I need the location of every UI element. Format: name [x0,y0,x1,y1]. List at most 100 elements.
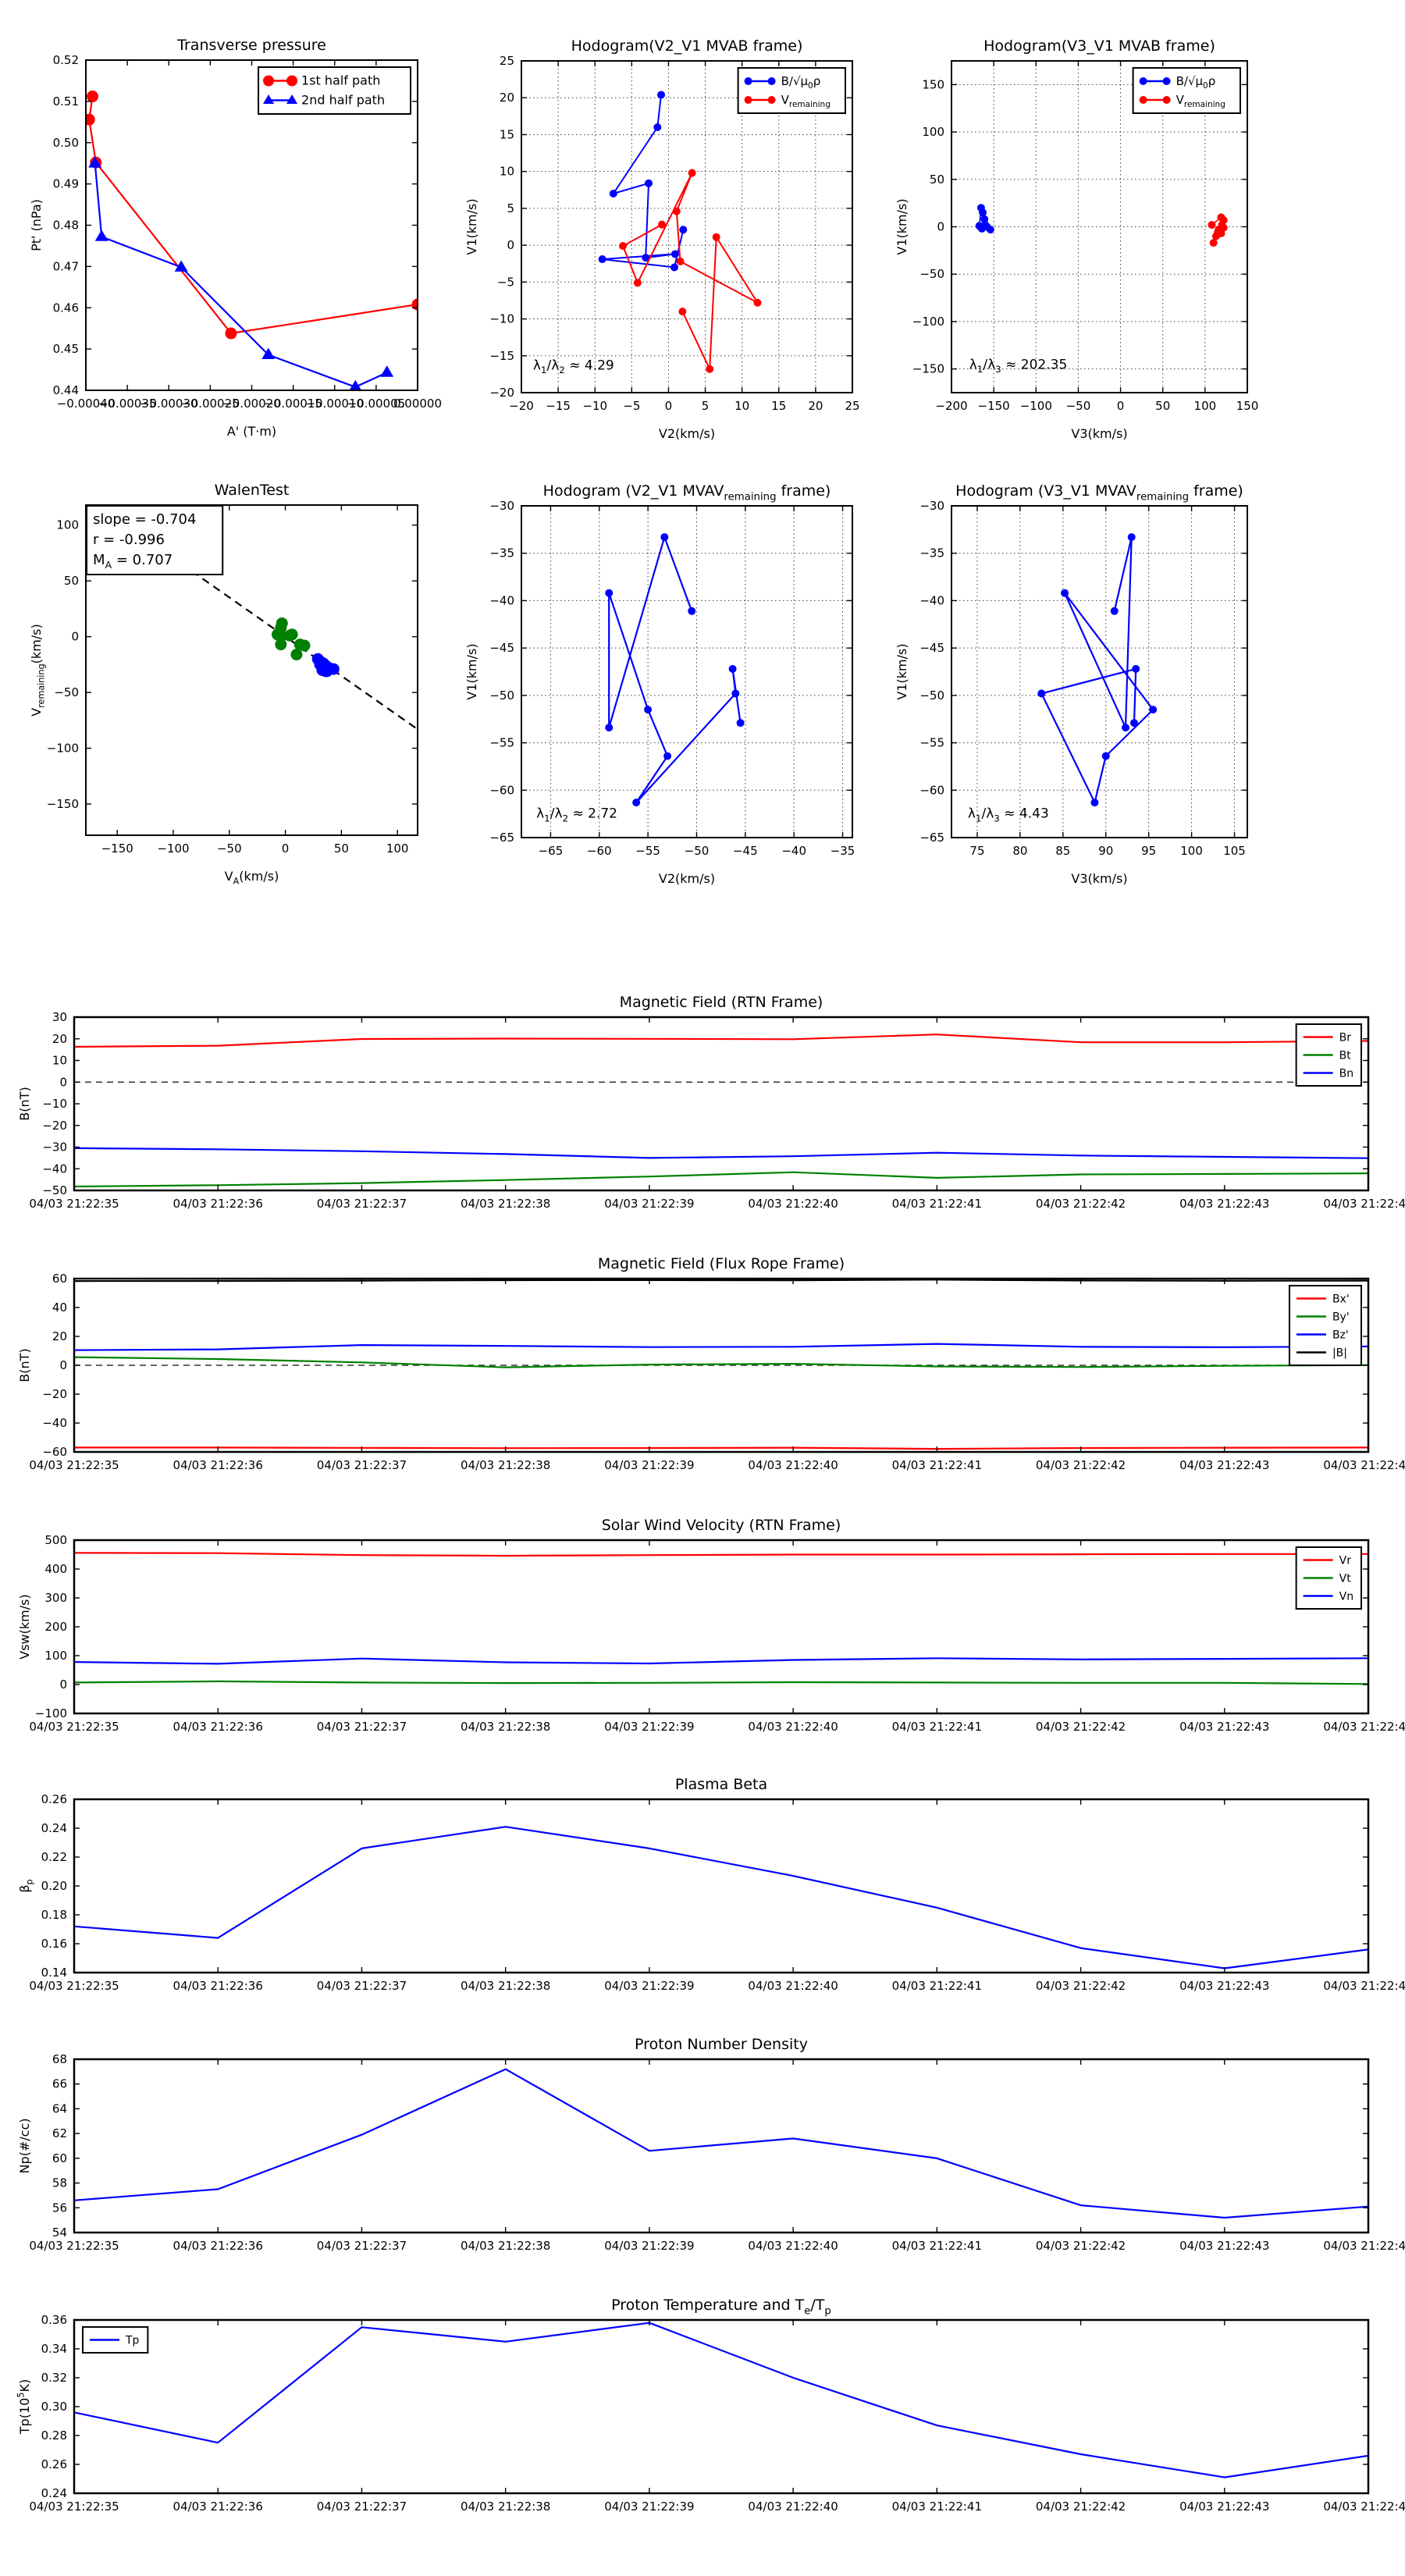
svg-text:04/03 21:22:44: 04/03 21:22:44 [1323,1720,1405,1734]
svg-text:−5: −5 [623,399,640,413]
svg-text:20: 20 [808,399,823,413]
svg-text:0.36: 0.36 [41,2313,67,2327]
solar-wind-velocity-plot: 04/03 21:22:35 04/03 21:22:36 04/03 21:22:… [12,1503,1405,1737]
svg-text:−55: −55 [635,844,660,858]
svg-text:04/03 21:22:39: 04/03 21:22:39 [604,2500,694,2514]
svg-text:66: 66 [52,2077,67,2091]
svg-text:04/03 21:22:42: 04/03 21:22:42 [1036,2239,1126,2253]
svg-text:Proton Number Density: Proton Number Density [635,2036,808,2053]
svg-text:5: 5 [702,399,710,413]
svg-text:04/03 21:22:42: 04/03 21:22:42 [1036,1458,1126,1472]
svg-text:04/03 21:22:41: 04/03 21:22:41 [892,1720,982,1734]
svg-text:04/03 21:22:38: 04/03 21:22:38 [461,2239,550,2253]
svg-text:25: 25 [845,399,859,413]
svg-text:0.16: 0.16 [41,1937,67,1951]
svg-text:0: 0 [665,399,673,413]
svg-text:Solar Wind Velocity (RTN Frame: Solar Wind Velocity (RTN Frame) [602,1517,841,1534]
svg-text:−150: −150 [978,399,1010,413]
svg-text:100: 100 [922,125,944,139]
svg-text:200: 200 [44,1620,67,1634]
svg-text:04/03 21:22:39: 04/03 21:22:39 [604,1720,694,1734]
svg-text:04/03 21:22:43: 04/03 21:22:43 [1179,1720,1269,1734]
svg-text:04/03 21:22:35: 04/03 21:22:35 [29,1197,119,1211]
svg-text:0.48: 0.48 [53,219,79,233]
svg-text:20: 20 [52,1329,67,1343]
svg-text:04/03 21:22:42: 04/03 21:22:42 [1036,2500,1126,2514]
svg-text:WalenTest: WalenTest [215,482,290,499]
svg-text:100: 100 [386,841,409,856]
svg-text:B(nT): B(nT) [17,1087,32,1120]
svg-text:λ1/λ2 ≈ 4.29: λ1/λ2 ≈ 4.29 [533,358,614,375]
svg-text:−50: −50 [489,688,514,703]
magnetic-field-rtn-plot: 04/03 21:22:35 04/03 21:22:36 04/03 21:22:… [12,980,1405,1214]
svg-text:04/03 21:22:44: 04/03 21:22:44 [1323,2500,1405,2514]
svg-text:−50: −50 [42,1183,67,1197]
svg-text:−20: −20 [489,386,514,400]
svg-text:04/03 21:22:36: 04/03 21:22:36 [173,1458,263,1472]
svg-text:Bx': Bx' [1332,1293,1350,1306]
svg-text:04/03 21:22:37: 04/03 21:22:37 [317,1197,407,1211]
svg-text:95: 95 [1141,844,1156,858]
svg-text:04/03 21:22:42: 04/03 21:22:42 [1036,1979,1126,1993]
svg-text:04/03 21:22:42: 04/03 21:22:42 [1036,1720,1126,1734]
svg-text:04/03 21:22:39: 04/03 21:22:39 [604,1197,694,1211]
proton-temperature-plot: 04/03 21:22:35 04/03 21:22:36 04/03 21:22:… [12,2282,1405,2517]
svg-text:04/03 21:22:41: 04/03 21:22:41 [892,2239,982,2253]
svg-text:04/03 21:22:35: 04/03 21:22:35 [29,1979,119,1993]
svg-text:−50: −50 [919,688,944,703]
svg-text:−0.00040: −0.00040 [57,397,116,411]
svg-text:04/03 21:22:40: 04/03 21:22:40 [748,2239,838,2253]
svg-text:−20: −20 [42,1119,67,1133]
svg-text:64: 64 [52,2101,67,2115]
svg-text:Bt: Bt [1339,1050,1352,1062]
svg-text:Hodogram (V3_V1 MVAVremaining: Hodogram (V3_V1 MVAVremaining frame) [955,482,1243,503]
svg-text:0.26: 0.26 [41,2457,67,2471]
svg-text:0.51: 0.51 [53,94,79,109]
svg-text:V2(km/s): V2(km/s) [659,426,715,441]
svg-text:−15: −15 [489,349,514,363]
svg-text:0: 0 [59,1075,67,1089]
svg-text:Tp: Tp [125,2335,140,2347]
svg-text:04/03 21:22:36: 04/03 21:22:36 [173,1979,263,1993]
hodogram-v3v1-mvav-plot: 75 80 85 90 95 100 105 −65 −60 −55 −50 −45 −40 −35 −30… [895,461,1280,898]
svg-text:Hodogram (V2_V1 MVAVremaining: Hodogram (V2_V1 MVAVremaining frame) [543,482,831,503]
svg-text:−35: −35 [831,844,855,858]
svg-text:400: 400 [44,1562,67,1576]
svg-text:−30: −30 [489,499,514,513]
svg-text:04/03 21:22:37: 04/03 21:22:37 [317,2500,407,2514]
svg-text:−100: −100 [47,742,79,756]
svg-text:04/03 21:22:36: 04/03 21:22:36 [173,1197,263,1211]
svg-text:04/03 21:22:40: 04/03 21:22:40 [748,1458,838,1472]
svg-text:Hodogram(V2_V1 MVAB frame): Hodogram(V2_V1 MVAB frame) [571,37,803,55]
svg-text:−100: −100 [157,841,189,856]
svg-text:50: 50 [1155,399,1170,413]
svg-text:04/03 21:22:38: 04/03 21:22:38 [461,1979,550,1993]
svg-text:V3(km/s): V3(km/s) [1071,871,1127,886]
svg-text:−60: −60 [42,1445,67,1459]
svg-text:04/03 21:22:43: 04/03 21:22:43 [1179,1197,1269,1211]
svg-text:|B|: |B| [1332,1347,1347,1360]
svg-text:04/03 21:22:43: 04/03 21:22:43 [1179,2500,1269,2514]
svg-text:−50: −50 [54,685,79,699]
svg-text:Vt: Vt [1339,1573,1352,1585]
svg-text:04/03 21:22:41: 04/03 21:22:41 [892,2500,982,2514]
svg-text:30: 30 [52,1010,67,1024]
svg-text:40: 40 [52,1300,67,1315]
svg-text:−40: −40 [42,1162,67,1176]
svg-text:−55: −55 [919,736,944,750]
svg-text:0.52: 0.52 [53,53,79,67]
svg-text:60: 60 [52,1272,67,1286]
svg-text:04/03 21:22:44: 04/03 21:22:44 [1323,1197,1405,1211]
svg-text:0.00000: 0.00000 [393,397,442,411]
svg-text:0.46: 0.46 [53,301,79,315]
svg-text:−10: −10 [489,312,514,326]
svg-text:0.20: 0.20 [41,1879,67,1893]
svg-text:VA(km/s): VA(km/s) [225,869,279,886]
svg-text:0.44: 0.44 [53,383,79,397]
svg-text:0: 0 [71,630,79,644]
svg-text:50: 50 [334,841,349,856]
svg-text:04/03 21:22:36: 04/03 21:22:36 [173,2500,263,2514]
svg-text:−0.00020: −0.00020 [222,397,281,411]
svg-text:0.22: 0.22 [41,1850,67,1864]
svg-text:54: 54 [52,2226,67,2240]
